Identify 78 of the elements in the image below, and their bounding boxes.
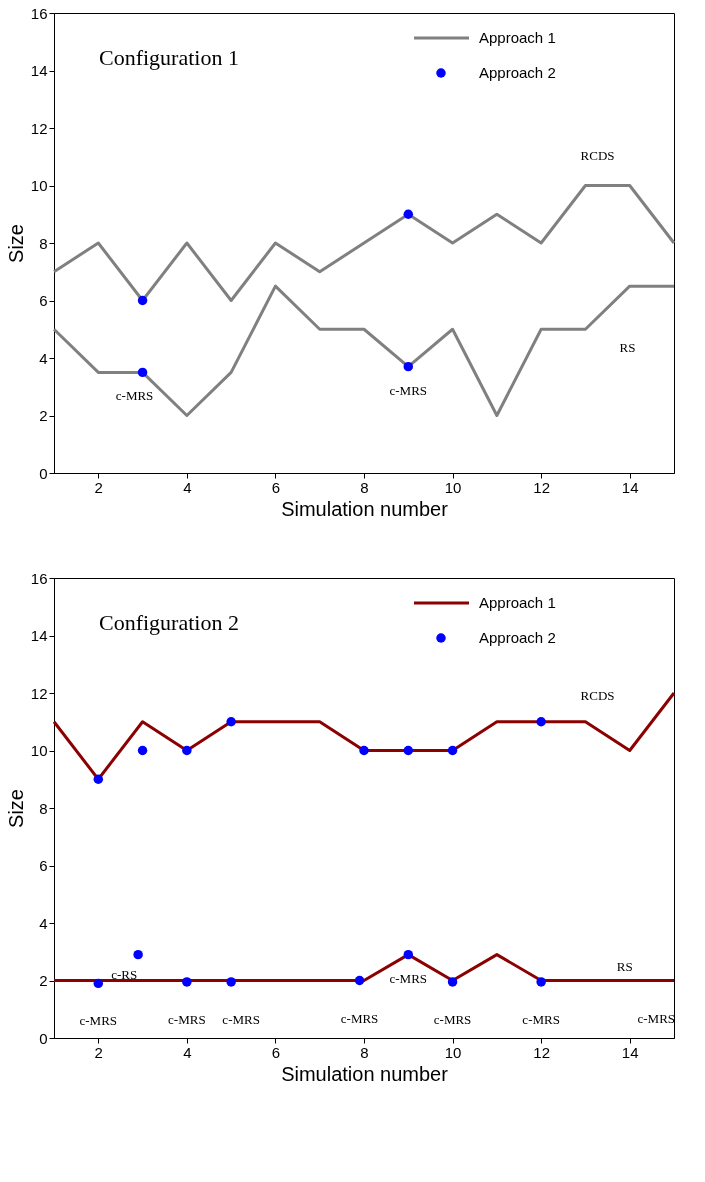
y-tick-label: 12 — [30, 119, 48, 137]
point — [403, 949, 414, 960]
y-tick-label: 14 — [30, 627, 48, 644]
y-tick-label: 14 — [30, 62, 48, 79]
y-tick-label: 2 — [39, 972, 48, 989]
annotation: c-MRS — [340, 1010, 379, 1026]
point — [93, 978, 104, 989]
x-tick-label: 4 — [183, 1043, 192, 1061]
point — [447, 745, 458, 756]
annotation: c-MRS — [637, 1010, 676, 1026]
y-tick-label: 0 — [39, 1029, 48, 1047]
y-tick-label: 6 — [39, 292, 48, 309]
point — [226, 977, 236, 987]
point — [137, 295, 148, 306]
annotation: RS — [616, 958, 633, 974]
annotation: c-MRS — [433, 1011, 472, 1027]
x-tick-label: 2 — [94, 478, 103, 496]
y-tick-label: 16 — [30, 569, 48, 587]
x-axis-title: Simulation number — [281, 497, 449, 520]
x-tick-label: 14 — [621, 478, 639, 496]
point — [137, 745, 148, 756]
x-axis-title: Simulation number — [281, 1062, 449, 1085]
point — [403, 361, 414, 372]
x-tick-label: 12 — [533, 1043, 550, 1061]
y-tick-label: 8 — [39, 799, 48, 817]
point — [536, 717, 546, 727]
x-tick-label: 10 — [444, 1043, 462, 1061]
point — [536, 977, 546, 987]
y-tick-label: 12 — [30, 684, 48, 702]
annotation: c-MRS — [79, 1013, 118, 1029]
x-tick-label: 10 — [444, 478, 462, 496]
point — [182, 977, 192, 987]
annotation: c-MRS — [222, 1011, 260, 1027]
legend-label: Approach 1 — [479, 594, 556, 611]
annotation: RS — [619, 339, 636, 355]
x-tick-label: 12 — [533, 478, 550, 496]
annotation: c-MRS — [168, 1011, 206, 1027]
point — [137, 367, 148, 378]
text: Configuration 1 — [99, 45, 239, 70]
y-axis-title: Size — [4, 224, 27, 263]
legend-label: Approach 2 — [479, 629, 556, 646]
y-tick-label: 6 — [39, 857, 48, 874]
y-tick-label: 10 — [30, 742, 48, 759]
y-tick-label: 4 — [39, 349, 48, 367]
annotation: c-MRS — [389, 382, 428, 398]
point — [93, 774, 104, 784]
x-tick-label: 2 — [94, 1043, 103, 1061]
annotation: RCDS — [580, 147, 615, 163]
point — [359, 745, 369, 756]
point — [226, 717, 236, 727]
annotation: c-MRS — [115, 388, 154, 404]
y-tick-label: 4 — [39, 914, 48, 932]
legend-label: Approach 2 — [479, 64, 556, 81]
point — [447, 977, 458, 987]
x-tick-label: 4 — [183, 478, 192, 496]
point — [403, 745, 414, 756]
x-tick-label: 14 — [621, 1043, 639, 1061]
annotation: RCDS — [580, 688, 615, 704]
x-tick-label: 6 — [271, 1043, 281, 1061]
annotation: c-MRS — [522, 1011, 560, 1027]
point — [133, 949, 143, 960]
y-axis-title: Size — [4, 789, 27, 828]
x-tick-label: 8 — [360, 1043, 369, 1061]
annotation: c-MRS — [389, 970, 428, 986]
y-tick-label: 16 — [30, 4, 48, 22]
text: Configuration 2 — [99, 610, 239, 635]
y-tick-label: 10 — [30, 177, 48, 194]
y-tick-label: 0 — [39, 464, 48, 482]
point — [182, 745, 192, 756]
x-tick-label: 8 — [360, 478, 369, 496]
annotation: c-RS — [111, 966, 138, 982]
legend-label: Approach 1 — [479, 29, 556, 46]
line-series — [52, 284, 676, 417]
x-tick-label: 6 — [271, 478, 281, 496]
y-tick-label: 8 — [39, 234, 48, 252]
point — [403, 209, 414, 219]
point — [354, 975, 365, 986]
y-tick-label: 2 — [39, 407, 48, 424]
